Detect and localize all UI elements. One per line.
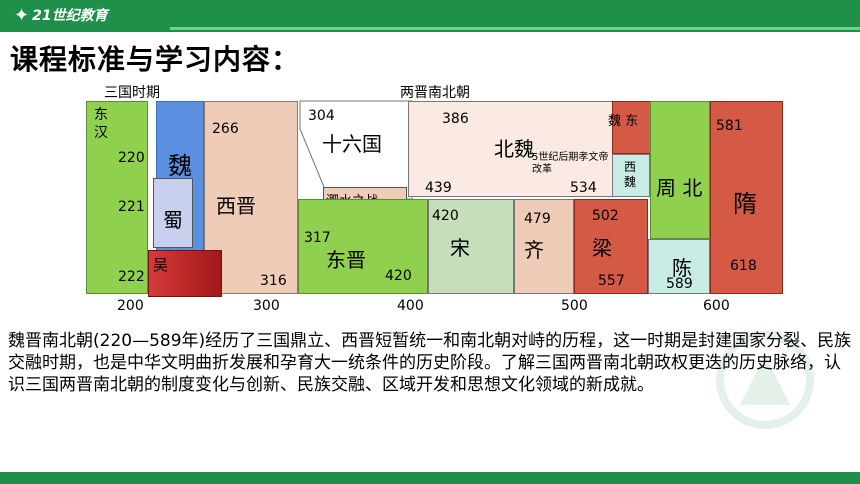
block-dongwei <box>612 101 652 154</box>
axis-tick-500: 500 <box>561 298 588 314</box>
donghan-name: 东汉 <box>94 107 108 141</box>
label-three-kingdoms: 三国时期 <box>104 85 160 101</box>
description-paragraph: 魏晋南北朝(220—589年)经历了三国鼎立、西晋短暂统一和南北朝对峙的历程，这… <box>8 331 852 395</box>
liang-name: 梁 <box>592 236 612 260</box>
dongjin-end: 420 <box>385 268 412 284</box>
xiwei-name: 西魏 <box>624 160 637 189</box>
xijin-end: 316 <box>260 273 287 289</box>
liang-end: 557 <box>598 273 625 289</box>
shiliuguo-start: 304 <box>308 108 335 124</box>
xijin-name: 西晋 <box>216 194 256 218</box>
xijin-start: 266 <box>212 121 239 137</box>
shiliuguo-name: 十六国 <box>322 132 382 156</box>
donghan-year-221: 221 <box>118 199 145 215</box>
block-qi <box>514 199 574 294</box>
axis-tick-600: 600 <box>703 298 730 314</box>
footer-bar <box>0 472 860 484</box>
block-shu <box>153 178 193 248</box>
wu-name: 吴 <box>153 256 169 274</box>
liang-start: 502 <box>592 208 619 224</box>
beiwei-note: 5世纪后期孝文帝改革 <box>532 152 609 175</box>
block-sui <box>710 101 783 294</box>
donghan-year-220: 220 <box>118 150 145 166</box>
block-donghan <box>86 101 148 294</box>
beiwei-end: 534 <box>570 180 597 196</box>
runner-logo-icon: ✦ <box>14 4 30 26</box>
qi-start: 479 <box>524 211 551 227</box>
beizhou-name: 周 北 <box>656 176 703 200</box>
chen-name: 陈 <box>672 256 692 280</box>
block-chen <box>648 239 710 294</box>
song-name: 宋 <box>450 236 470 260</box>
logo-text: 21世纪教育 <box>32 8 108 24</box>
chen-end: 589 <box>666 276 693 292</box>
block-liang <box>574 199 648 294</box>
beiwei-name: 北魏 <box>494 137 534 161</box>
sui-name: 隋 <box>733 190 757 218</box>
wei-name: 魏 <box>168 152 192 180</box>
block-beiwei <box>408 101 651 197</box>
axis-tick-400: 400 <box>397 298 424 314</box>
dongjin-start: 317 <box>304 230 331 246</box>
header-bar: ✦ 21世纪教育 <box>0 0 860 32</box>
block-beizhou <box>650 101 710 239</box>
label-jin-nanbei: 两晋南北朝 <box>400 85 470 101</box>
shu-name: 蜀 <box>163 208 183 232</box>
donghan-year-222: 222 <box>118 269 145 285</box>
block-song <box>428 199 514 294</box>
watermark-logo-icon <box>716 331 814 429</box>
block-wu <box>148 250 222 297</box>
page-title: 课程标准与学习内容： <box>10 43 301 76</box>
song-start: 420 <box>432 208 459 224</box>
site-logo: ✦ 21世纪教育 <box>14 4 108 26</box>
beiwei-start: 386 <box>442 111 469 127</box>
sui-start: 581 <box>716 118 743 134</box>
block-xiwei <box>612 154 650 197</box>
dongjin-name: 东晋 <box>326 248 366 272</box>
sui-end: 618 <box>730 258 757 274</box>
beiwei-439: 439 <box>425 180 452 196</box>
qi-name: 齐 <box>524 238 544 262</box>
block-dongjin <box>298 199 428 294</box>
axis-tick-200: 200 <box>117 298 144 314</box>
dongwei-name: 魏 东 <box>608 114 639 129</box>
axis-tick-300: 300 <box>253 298 280 314</box>
header-stripe <box>170 27 860 30</box>
